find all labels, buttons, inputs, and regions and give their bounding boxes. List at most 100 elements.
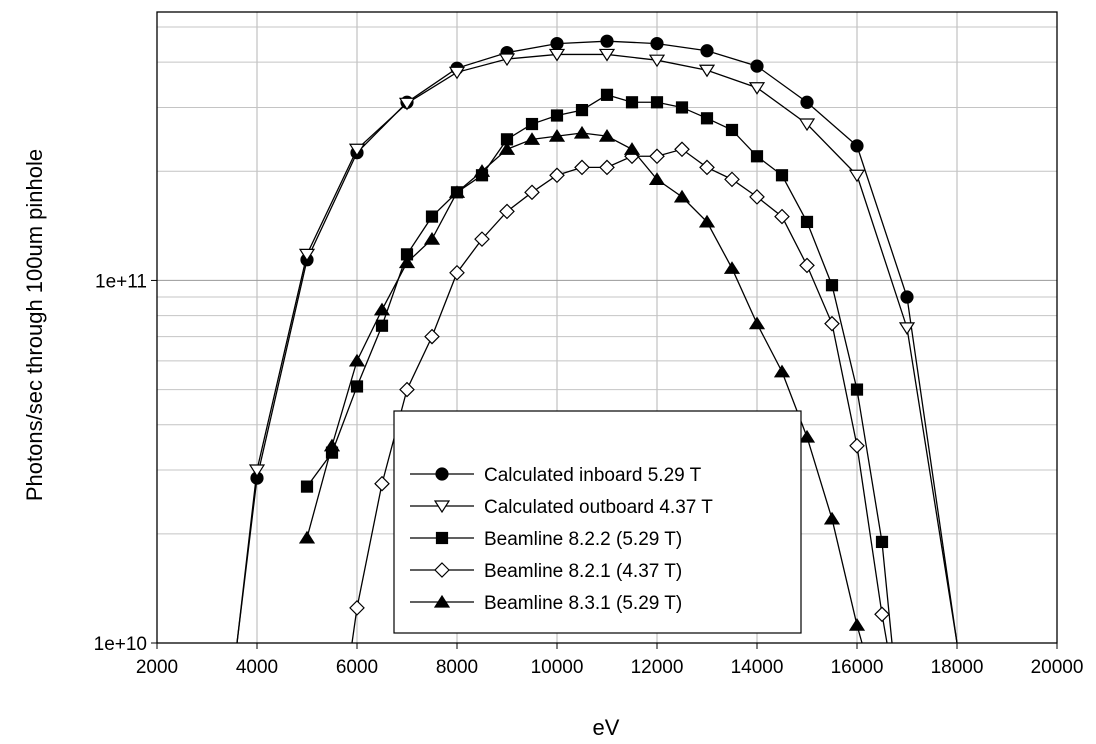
data-point: [399, 381, 415, 398]
data-point: [350, 380, 364, 393]
plot-frame: [156, 11, 1058, 644]
data-point: [725, 123, 739, 137]
data-point: [499, 203, 515, 220]
data-point: [874, 606, 890, 623]
x-tick-label: 10000: [531, 657, 584, 678]
data-point: [700, 44, 714, 58]
data-point: [598, 48, 616, 62]
data-point: [300, 480, 314, 493]
data-point: [750, 150, 764, 163]
data-point: [574, 159, 590, 176]
data-point: [298, 530, 316, 544]
series-line: [236, 40, 958, 644]
data-point: [673, 189, 691, 203]
legend-label: Beamline 8.3.1 (5.29 T): [484, 593, 682, 614]
data-point: [248, 464, 266, 478]
y-axis-label: Photons/sec through 100um pinhole: [22, 149, 47, 501]
legend-label: Calculated outboard 4.37 T: [484, 497, 713, 518]
data-point: [798, 429, 816, 443]
data-point: [700, 112, 714, 125]
x-tick-label: 18000: [931, 657, 984, 678]
data-point: [549, 167, 565, 184]
data-point: [550, 36, 564, 51]
data-point: [800, 95, 814, 109]
data-point: [474, 231, 490, 247]
legend-label: Beamline 8.2.1 (4.37 T): [484, 561, 682, 582]
data-point: [498, 142, 516, 155]
series-2: [236, 48, 958, 644]
data-point: [523, 132, 541, 145]
data-point: [600, 34, 614, 48]
x-tick-label: 20000: [1031, 657, 1084, 678]
data-point: [875, 535, 889, 549]
data-point: [848, 169, 866, 183]
data-point: [848, 618, 866, 631]
data-point: [724, 171, 740, 188]
legend-item: Calculated inboard 5.29 T: [410, 465, 702, 486]
data-point: [424, 328, 440, 345]
data-point: [650, 36, 664, 51]
series-4: [349, 141, 890, 644]
data-point: [898, 322, 916, 335]
data-point: [648, 172, 666, 185]
y-tick-label: 1e+10: [94, 634, 147, 655]
legend-item: Beamline 8.2.2 (5.29 T): [410, 529, 682, 550]
data-point: [348, 143, 366, 157]
legend-box: [393, 410, 802, 634]
data-point: [699, 159, 715, 176]
data-point: [448, 185, 466, 198]
data-point: [625, 96, 639, 109]
series-line: [236, 53, 958, 644]
data-point: [348, 353, 366, 367]
data-point: [748, 82, 766, 95]
data-point: [900, 290, 914, 304]
data-point: [649, 148, 665, 165]
data-point: [548, 129, 566, 142]
data-point: [298, 248, 316, 262]
data-point: [398, 97, 416, 111]
x-tick-label: 4000: [236, 657, 278, 678]
data-point: [623, 142, 641, 155]
data-point: [648, 54, 666, 68]
data-point: [550, 109, 564, 122]
data-point: [524, 184, 540, 201]
x-tick-label: 8000: [436, 657, 478, 678]
y-tick-label: 1e+11: [95, 271, 147, 292]
data-point: [349, 600, 365, 616]
data-point: [449, 264, 465, 281]
data-point: [798, 118, 816, 132]
legend: Calculated inboard 5.29 T Calculated outb…: [393, 410, 802, 634]
data-point: [448, 66, 466, 80]
data-point: [698, 64, 716, 78]
data-point: [674, 141, 690, 158]
data-point: [433, 594, 451, 608]
series-line: [351, 148, 888, 644]
data-point: [598, 129, 616, 142]
data-point: [548, 48, 566, 62]
data-point: [824, 315, 840, 332]
data-point: [575, 103, 589, 117]
data-point: [425, 210, 439, 223]
x-axis-label: eV: [593, 715, 620, 740]
data-point: [749, 189, 765, 205]
data-point: [850, 383, 864, 396]
data-point: [748, 316, 766, 330]
data-point: [435, 531, 449, 545]
data-point: [374, 475, 390, 492]
data-point: [800, 215, 814, 229]
data-point: [434, 562, 450, 578]
data-point: [773, 364, 791, 378]
data-point: [398, 255, 416, 269]
data-point: [435, 467, 449, 481]
legend-item: Beamline 8.3.1 (5.29 T): [410, 593, 682, 614]
data-point: [423, 232, 441, 245]
data-point: [599, 159, 615, 176]
data-point: [849, 437, 865, 454]
data-point: [675, 101, 689, 114]
data-point: [750, 59, 764, 73]
legend-item: Beamline 8.2.1 (4.37 T): [410, 561, 682, 582]
axis-ticks: 2000 4000 6000 8000 10000 12000 14000 16000 1800…: [94, 271, 1084, 678]
data-point: [525, 117, 539, 131]
data-point: [600, 88, 614, 101]
